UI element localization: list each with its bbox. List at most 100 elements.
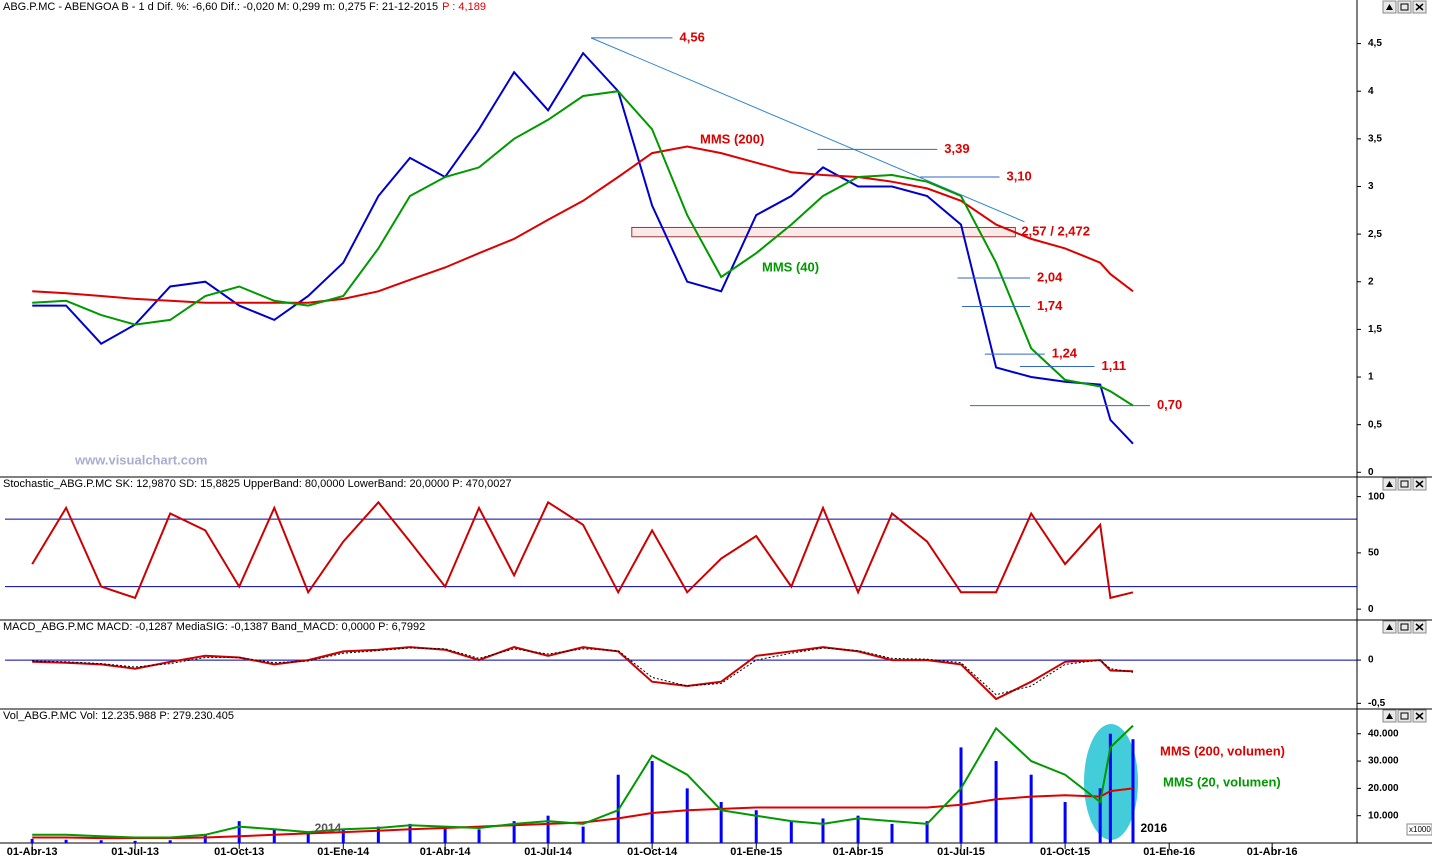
- series-line: [32, 724, 1134, 839]
- volume-bar: [203, 834, 207, 843]
- volume-bar: [443, 826, 447, 843]
- x-tick-label: 01-Ene-16: [1143, 846, 1195, 857]
- zone-label: 2,57 / 2,472: [1021, 224, 1090, 239]
- button-icon[interactable]: [1386, 4, 1393, 10]
- x-tick-label: 01-Abr-16: [1247, 846, 1298, 857]
- button-icon[interactable]: [1415, 712, 1424, 720]
- button-box[interactable]: [1397, 709, 1412, 723]
- volume-bar: [512, 821, 516, 843]
- y-tick-label: 4: [1368, 86, 1374, 97]
- header-text: MACD_ABG.P.MC MACD: -0,1287 MediaSIG: -0…: [3, 621, 425, 633]
- button-icon[interactable]: [1415, 3, 1424, 11]
- y-tick-label: 0: [1368, 655, 1374, 666]
- series-line: [32, 787, 1134, 840]
- button-up[interactable]: [1382, 620, 1397, 634]
- button-icon[interactable]: [1415, 623, 1424, 631]
- button-up[interactable]: [1382, 0, 1397, 14]
- header-text: Vol_ABG.P.MC Vol: 12.235.988 P: 279.230.…: [3, 710, 234, 722]
- button-icon[interactable]: [1415, 480, 1424, 488]
- y-tick-label: 2: [1368, 276, 1374, 287]
- volume-bar: [856, 815, 860, 843]
- button-icon[interactable]: [1386, 713, 1393, 719]
- header-text: Stochastic_ABG.P.MC SK: 12,9870 SD: 15,8…: [3, 478, 512, 490]
- volume-bar: [376, 826, 380, 843]
- y-tick-label: 100: [1368, 491, 1385, 502]
- y-tick-label: -0,5: [1368, 698, 1386, 709]
- x-tick-label: 01-Oct-15: [1040, 846, 1090, 857]
- button-close[interactable]: [1412, 477, 1427, 491]
- button-box[interactable]: [1397, 620, 1412, 634]
- button-max[interactable]: [1397, 477, 1412, 491]
- level-label: 3,10: [1006, 168, 1031, 183]
- y-tick-label: 0,5: [1368, 419, 1382, 430]
- button-max[interactable]: [1397, 620, 1412, 634]
- button-icon[interactable]: [1400, 712, 1409, 720]
- panel-header: Vol_ABG.P.MC Vol: 12.235.988 P: 279.230.…: [3, 710, 234, 722]
- volume-bar: [341, 829, 345, 843]
- button-box[interactable]: [1397, 477, 1412, 491]
- level-label: 4,56: [680, 29, 705, 44]
- y-tick-label: 0: [1368, 467, 1374, 478]
- y-tick-label: 2,5: [1368, 229, 1382, 240]
- button-icon[interactable]: [1400, 623, 1409, 631]
- volume-bar: [789, 821, 793, 843]
- button-max[interactable]: [1397, 709, 1412, 723]
- button-icon[interactable]: [1386, 481, 1393, 487]
- series-line: [31, 500, 1134, 600]
- button-up[interactable]: [1382, 477, 1397, 491]
- button-max[interactable]: [1397, 0, 1412, 14]
- x-tick-label: 01-Ene-14: [317, 846, 370, 857]
- x-tick-label: 01-Jul-13: [111, 846, 159, 857]
- y-tick-label: 4,5: [1368, 38, 1382, 49]
- button-close[interactable]: [1412, 709, 1427, 723]
- y-unit: x1000: [1409, 825, 1431, 834]
- volume-bar: [1098, 788, 1102, 843]
- volume-bar: [1131, 739, 1135, 843]
- watermark: www.visualchart.com: [74, 452, 207, 467]
- trend-line: [590, 37, 1025, 223]
- y-tick-label: 20.000: [1368, 783, 1399, 794]
- y-tick-label: 1,5: [1368, 324, 1382, 335]
- panel-header: ABG.P.MC - ABENGOA B - 1 d Dif. %: -6,60…: [3, 1, 486, 13]
- volume-bar: [237, 821, 241, 843]
- button-box[interactable]: [1397, 0, 1412, 14]
- zone: [631, 226, 1016, 238]
- volume-bar: [821, 818, 825, 843]
- button-close[interactable]: [1412, 0, 1427, 14]
- volume-bar: [408, 823, 412, 843]
- x-tick-label: 01-Abr-15: [833, 846, 884, 857]
- series-label: MMS (20, volumen): [1163, 774, 1281, 789]
- y-tick-label: 40.000: [1368, 728, 1399, 739]
- volume-bar: [650, 761, 654, 843]
- volume-bar: [890, 823, 894, 843]
- volume-bar: [959, 747, 963, 843]
- y-tick-label: 10.000: [1368, 810, 1399, 821]
- year-label: 2014: [315, 821, 342, 835]
- volume-bar: [133, 840, 137, 843]
- y-tick-label: 0: [1368, 604, 1374, 615]
- volume-bar: [1063, 802, 1067, 843]
- series-line: [32, 90, 1134, 407]
- level-label: 0,70: [1157, 397, 1182, 412]
- y-tick-label: 30.000: [1368, 756, 1399, 767]
- y-tick-label: 3,5: [1368, 133, 1382, 144]
- volume-bar: [546, 815, 550, 843]
- header-price: P : 4,189: [442, 1, 486, 13]
- volume-bar: [477, 829, 481, 843]
- x-tick-label: 01-Oct-14: [627, 846, 678, 857]
- x-tick-label: 01-Oct-13: [214, 846, 264, 857]
- volume-bar: [925, 821, 929, 843]
- button-icon[interactable]: [1400, 3, 1409, 11]
- button-close[interactable]: [1412, 620, 1427, 634]
- volume-bar: [1029, 774, 1033, 843]
- y-tick-label: 3: [1368, 181, 1374, 192]
- button-icon[interactable]: [1386, 624, 1393, 630]
- panel-header: MACD_ABG.P.MC MACD: -0,1287 MediaSIG: -0…: [3, 621, 425, 633]
- volume-bar: [272, 829, 276, 843]
- x-tick-label: 01-Jul-14: [524, 846, 573, 857]
- button-up[interactable]: [1382, 709, 1397, 723]
- unit-box: [1406, 823, 1432, 836]
- level-label: 1,11: [1102, 358, 1127, 373]
- button-icon[interactable]: [1400, 480, 1409, 488]
- series-label: MMS (40): [762, 259, 819, 274]
